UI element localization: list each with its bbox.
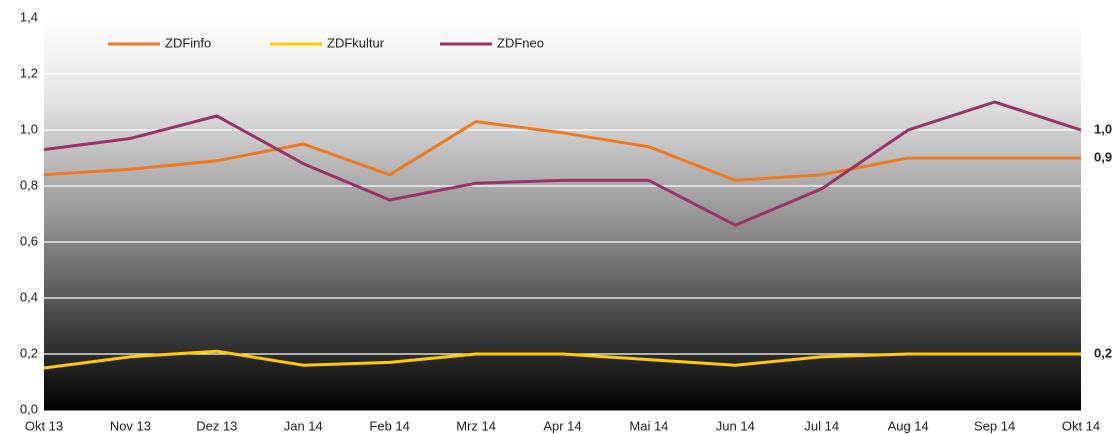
y-tick-label: 1,4	[20, 9, 38, 24]
y-tick-label: 1,2	[20, 65, 38, 80]
y-tick-label: 0,0	[20, 401, 38, 416]
y-tick-label: 0,2	[20, 345, 38, 360]
plot-background	[44, 18, 1081, 410]
x-tick-label: Okt 13	[25, 418, 63, 433]
x-tick-label: Dez 13	[196, 418, 237, 433]
y-tick-label: 1,0	[20, 121, 38, 136]
legend-label: ZDFinfo	[165, 35, 211, 50]
end-label: 0,2	[1094, 345, 1112, 360]
x-tick-label: Mai 14	[629, 418, 668, 433]
legend-label: ZDFneo	[497, 35, 544, 50]
x-tick-label: Okt 14	[1062, 418, 1100, 433]
x-tick-label: Apr 14	[543, 418, 581, 433]
x-tick-label: Sep 14	[974, 418, 1015, 433]
y-tick-label: 0,6	[20, 233, 38, 248]
y-tick-label: 0,8	[20, 177, 38, 192]
x-tick-label: Mrz 14	[456, 418, 496, 433]
x-tick-label: Jun 14	[716, 418, 755, 433]
x-tick-label: Feb 14	[369, 418, 409, 433]
x-tick-label: Nov 13	[110, 418, 151, 433]
series-line	[43, 120, 1081, 182]
end-label: 0,9	[1094, 149, 1112, 164]
series-line	[43, 100, 1082, 227]
series-line	[43, 349, 1081, 370]
legend-label: ZDFkultur	[327, 35, 385, 50]
end-label: 1,0	[1094, 121, 1112, 136]
y-tick-label: 0,4	[20, 289, 38, 304]
x-tick-label: Jan 14	[284, 418, 323, 433]
x-tick-label: Jul 14	[804, 418, 839, 433]
x-tick-label: Aug 14	[888, 418, 929, 433]
